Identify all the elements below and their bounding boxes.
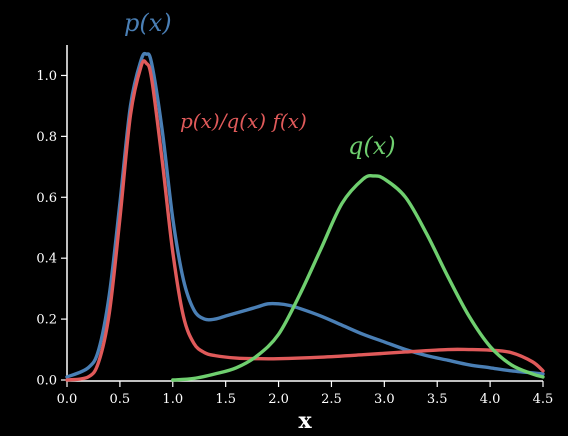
- x-tick-label: 2.0: [268, 392, 289, 407]
- axes: 0.0 0.5 1.0 1.5 2.0 2.5 3.0 3.5 4.0 4.5 0.0 0.2 0.4 0…: [36, 45, 553, 407]
- curve-p: [65, 51, 545, 379]
- annotation-ratio-text: p(x)/q(x) f(x): [180, 109, 307, 133]
- curve-ratio: [65, 59, 545, 382]
- x-tick-label: 3.5: [427, 392, 448, 407]
- x-tick-label: 1.5: [215, 392, 236, 407]
- y-tick-label: 1.0: [36, 69, 57, 84]
- annotation-q-text: q(x): [348, 132, 396, 160]
- x-tick-label: 4.0: [480, 392, 501, 407]
- x-tick-label: 2.5: [321, 392, 342, 407]
- annotation-p-text: p(x): [124, 9, 172, 37]
- curves: [65, 51, 545, 382]
- y-tick-label: 0.6: [36, 191, 57, 206]
- y-tick-label: 0.4: [36, 252, 57, 267]
- annotation-p: p(x): [124, 9, 172, 37]
- y-tick-label: 0.2: [36, 313, 57, 328]
- annotation-ratio: p(x)/q(x) f(x): [180, 109, 307, 133]
- curve-q: [171, 174, 545, 382]
- y-tick-label: 0.0: [36, 374, 57, 389]
- annotation-q: q(x): [348, 132, 396, 160]
- x-tick-label: 3.0: [374, 392, 395, 407]
- y-tick-label: 0.8: [36, 130, 57, 145]
- x-axis-label: x: [298, 408, 312, 434]
- x-tick-label: 0.0: [57, 392, 78, 407]
- x-tick-label: 1.0: [162, 392, 183, 407]
- x-tick-label: 0.5: [110, 392, 131, 407]
- x-tick-label: 4.5: [533, 392, 554, 407]
